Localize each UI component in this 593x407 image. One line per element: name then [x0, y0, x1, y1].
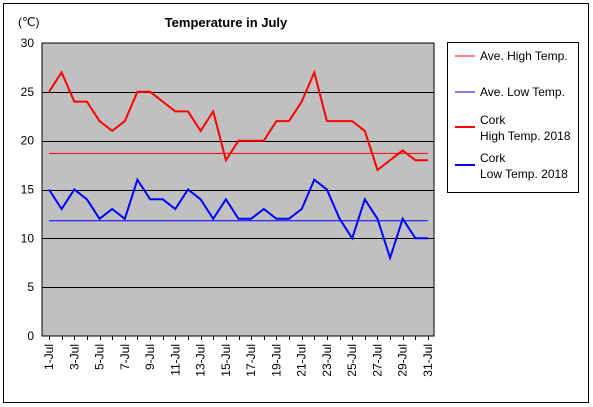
x-tick-label: 5-Jul — [93, 344, 107, 370]
y-tick-label: 5 — [27, 280, 34, 294]
x-tick-label: 7-Jul — [118, 344, 132, 370]
x-tick-label: 27-Jul — [370, 344, 384, 377]
series-group — [48, 69, 428, 262]
x-tick-label: 21-Jul — [295, 344, 309, 377]
legend-label-3: Cork Low Temp. 2018 — [480, 151, 568, 181]
y-tick-label: 30 — [21, 36, 35, 50]
y-tick-label: 15 — [21, 183, 35, 197]
x-axis: 1-Jul 3-Jul 5-Jul 7-Jul 9-Jul 11-Jul 13-Jul 15-… — [42, 336, 435, 377]
x-tick-label: 29-Jul — [396, 344, 410, 377]
x-tick-label: 23-Jul — [320, 344, 334, 377]
legend-box — [447, 42, 579, 193]
grid-lines — [42, 92, 434, 288]
x-tick-label: 19-Jul — [269, 344, 283, 377]
legend-label-line: Low Temp. 2018 — [480, 167, 568, 181]
legend-label-1: Ave. Low Temp. — [480, 85, 565, 99]
legend-label-0: Ave. High Temp. — [480, 49, 568, 63]
legend-label-line: Cork — [480, 151, 506, 165]
x-tick-label: 13-Jul — [194, 344, 208, 377]
y-tick-label: 10 — [21, 231, 35, 245]
legend: Ave. High Temp. Ave. Low Temp. Cork High Te… — [455, 49, 571, 181]
legend-label-line: Cork — [480, 113, 506, 127]
series-line-2 — [48, 69, 428, 172]
x-tick-label: 15-Jul — [219, 344, 233, 377]
y-tick-label: 25 — [21, 85, 35, 99]
plot-area — [41, 42, 435, 337]
unit-label: (℃) — [18, 15, 39, 29]
x-tick-label: 1-Jul — [42, 344, 56, 370]
x-tick-label: 17-Jul — [244, 344, 258, 377]
chart-title: Temperature in July — [165, 15, 288, 30]
x-tick-label: 11-Jul — [168, 344, 182, 376]
x-tick-label: 3-Jul — [67, 344, 81, 370]
y-tick-label: 0 — [27, 329, 34, 343]
series-line-3 — [48, 177, 428, 262]
x-tick-label: 9-Jul — [143, 344, 157, 370]
legend-label-line: High Temp. 2018 — [480, 129, 571, 143]
y-axis: 0 5 10 15 20 25 30 — [21, 36, 35, 343]
x-tick-label: 31-Jul — [421, 344, 435, 377]
legend-label-2: Cork High Temp. 2018 — [480, 113, 571, 143]
x-tick-label: 25-Jul — [345, 344, 359, 377]
y-tick-label: 20 — [21, 134, 35, 148]
